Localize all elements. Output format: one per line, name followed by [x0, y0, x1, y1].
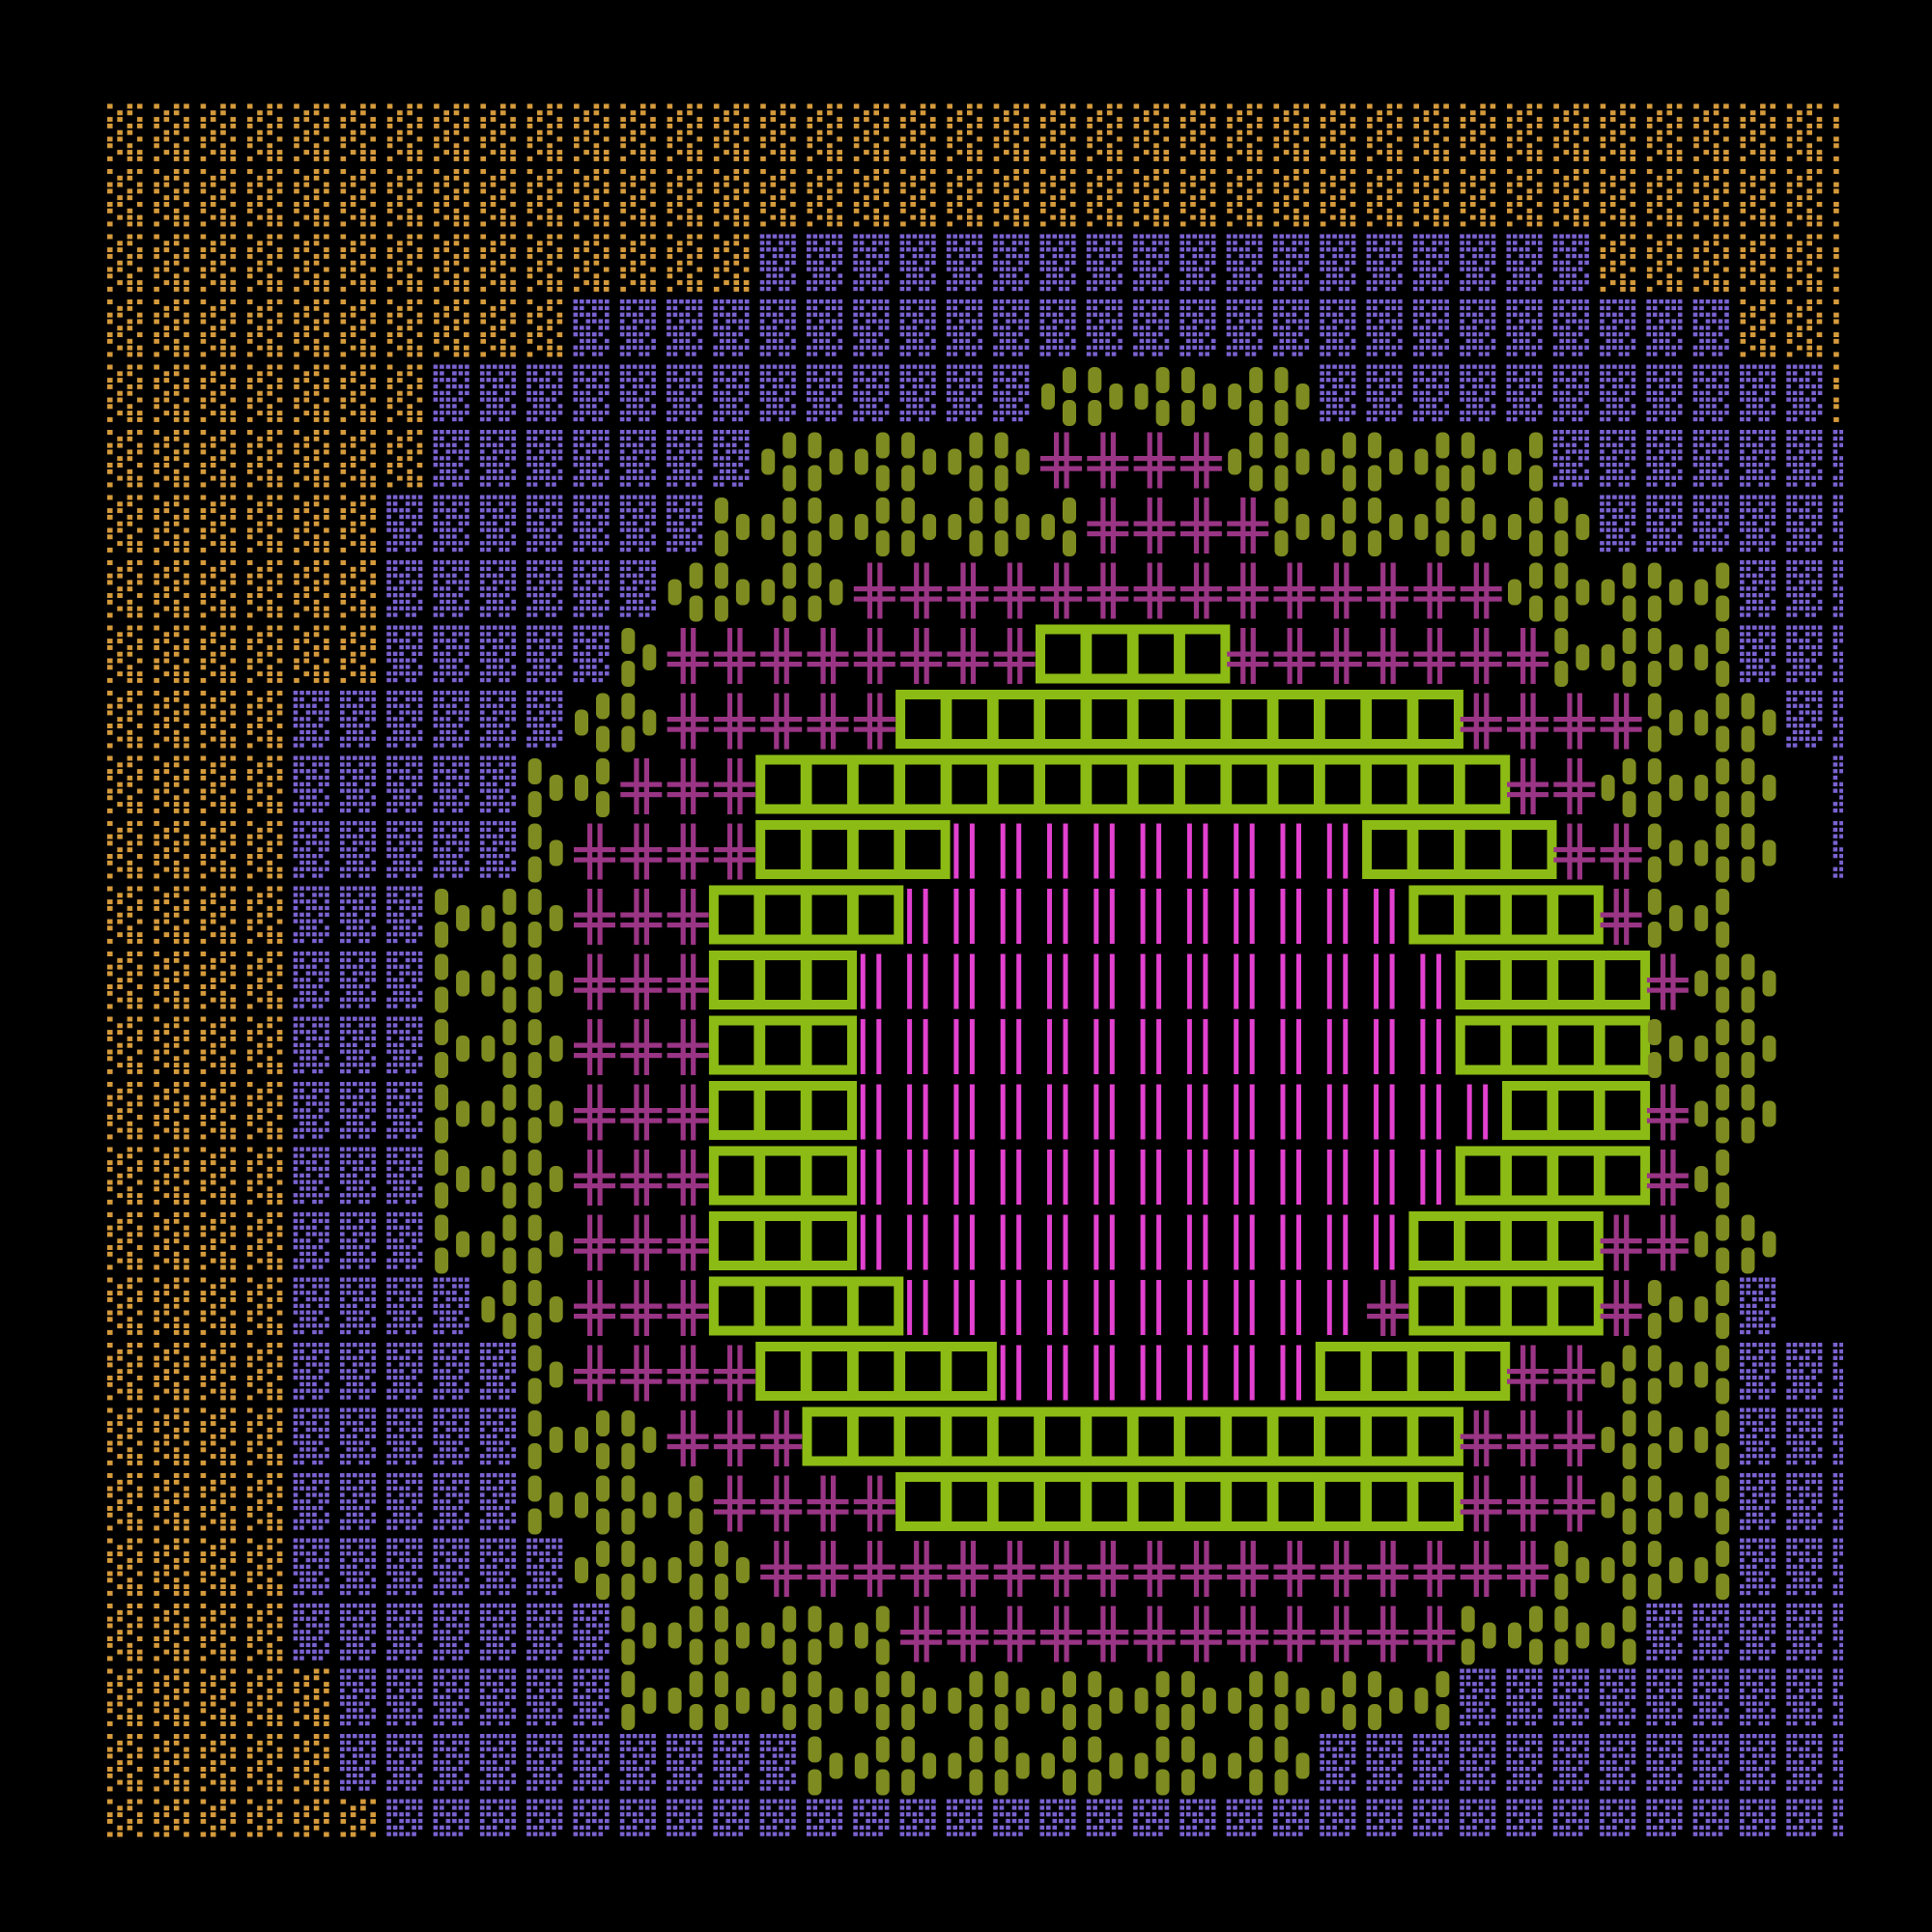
mosaic-clip-area	[107, 103, 1843, 1837]
glyph-grid	[107, 103, 1843, 1837]
